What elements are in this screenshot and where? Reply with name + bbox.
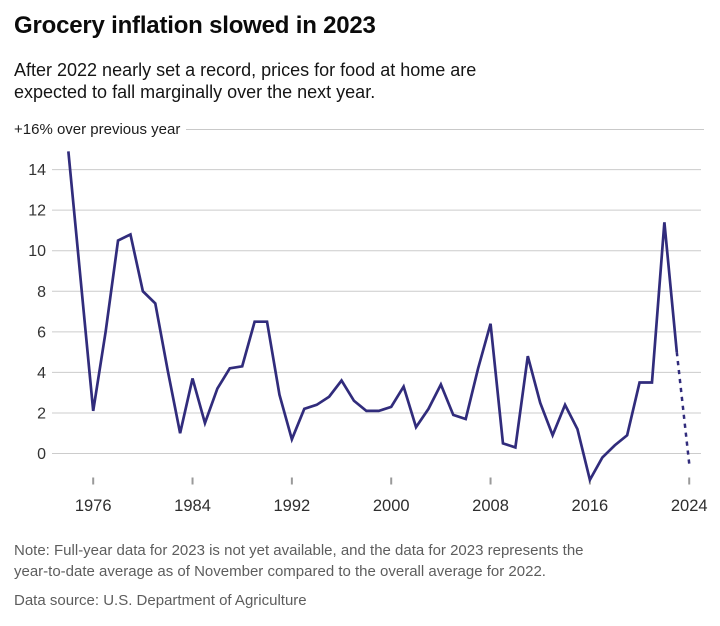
x-axis-tick-label: 1984 [174, 497, 211, 515]
y-axis-tick-label: 12 [28, 203, 46, 220]
y-axis-unit-label: +16% over previous year [14, 120, 181, 138]
note-text: Note: Full-year data for 2023 is not yet… [14, 542, 584, 580]
y-axis-tick-label: 2 [37, 405, 46, 422]
x-axis-tick-label: 1992 [274, 497, 311, 515]
x-axis-tick-label: 1976 [75, 497, 112, 515]
y-axis-tick-label: 0 [37, 446, 46, 463]
y-axis-tick-label: 6 [37, 324, 46, 341]
page-subtitle: After 2022 nearly set a record, prices f… [14, 60, 477, 102]
x-axis-tick-label: 2008 [472, 497, 509, 515]
y-axis-tick-label: 8 [37, 284, 46, 301]
inflation-line [67, 151, 679, 484]
page-title: Grocery inflation slowed in 2023 [14, 12, 376, 39]
y-axis-tick-label: 14 [28, 162, 46, 179]
x-axis-tick-label: 2024 [671, 497, 708, 515]
top-gridline [186, 128, 704, 130]
y-axis-unit-row: +16% over previous year [14, 120, 704, 138]
x-axis-tick-label: 2000 [373, 497, 410, 515]
y-axis-tick-label: 10 [28, 243, 46, 260]
source-text: Data source: U.S. Department of Agricult… [14, 592, 307, 609]
forecast-dashed-line [675, 351, 691, 464]
x-axis-tick-label: 2016 [572, 497, 609, 515]
y-axis-tick-label: 4 [37, 365, 46, 382]
